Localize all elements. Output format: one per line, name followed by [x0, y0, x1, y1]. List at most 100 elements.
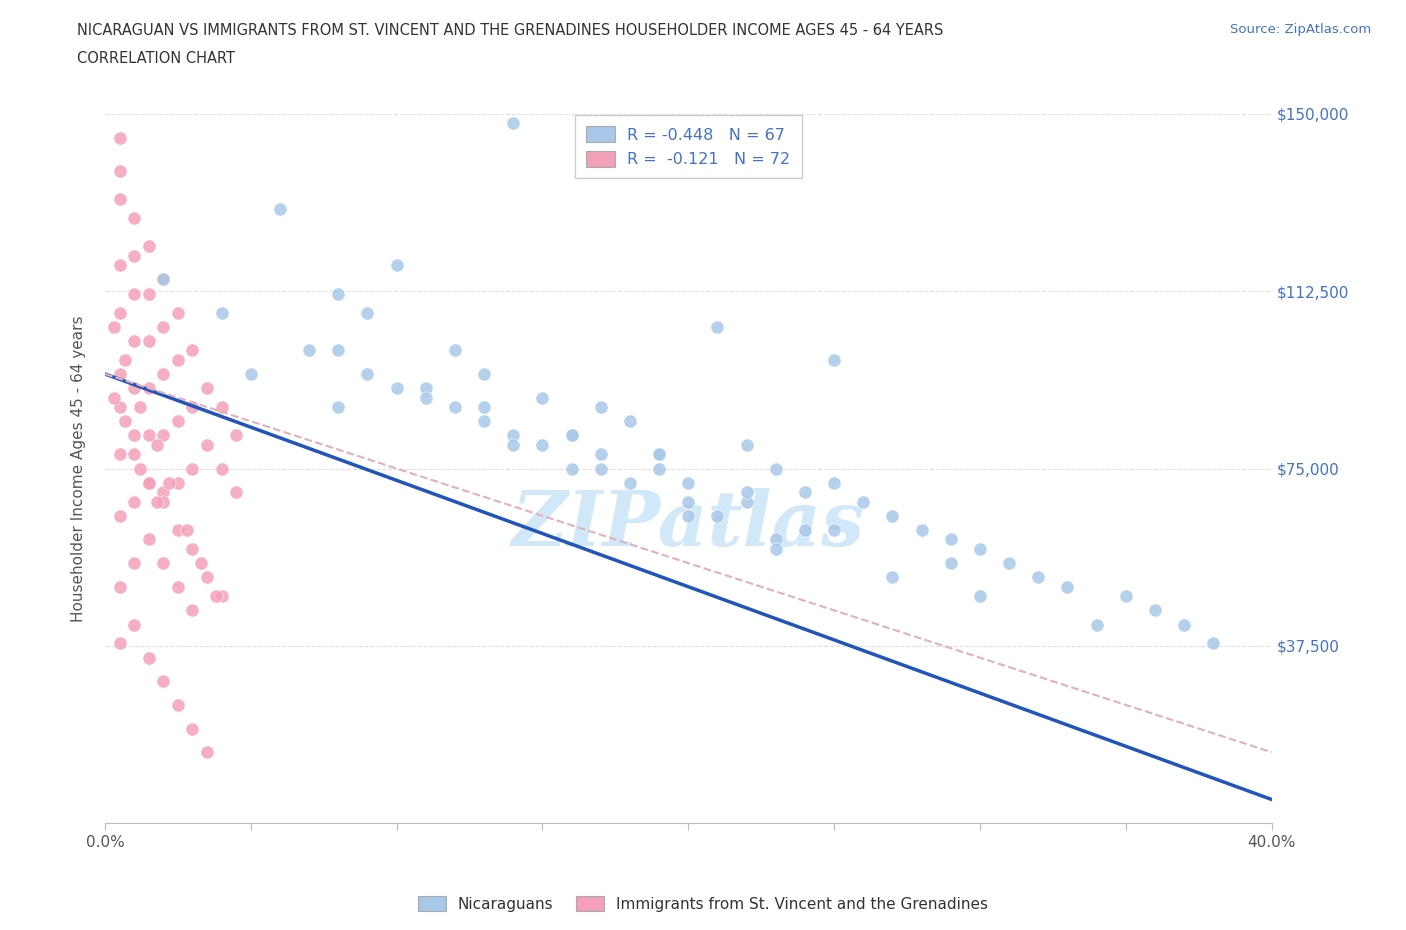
Point [152, 494, 174, 509]
Point [190, 555, 212, 570]
Point [328, 286, 350, 301]
Point [108, 636, 131, 651]
Point [589, 400, 612, 415]
Point [444, 400, 467, 415]
Point [794, 523, 817, 538]
Point [152, 366, 174, 381]
Point [882, 509, 904, 524]
Point [129, 400, 152, 415]
Point [385, 258, 408, 272]
Point [678, 509, 700, 524]
Point [561, 428, 583, 443]
Text: Source: ZipAtlas.com: Source: ZipAtlas.com [1230, 23, 1371, 36]
Point [167, 698, 190, 712]
Point [735, 437, 758, 452]
Point [138, 334, 160, 349]
Point [561, 428, 583, 443]
Point [138, 475, 160, 490]
Point [108, 447, 131, 462]
Point [108, 164, 131, 179]
Point [167, 414, 190, 429]
Point [181, 541, 204, 556]
Point [108, 366, 131, 381]
Point [195, 570, 218, 585]
Point [157, 475, 180, 490]
Point [852, 494, 875, 509]
Y-axis label: Householder Income Ages 45 - 64 years: Householder Income Ages 45 - 64 years [72, 315, 86, 622]
Point [823, 523, 845, 538]
Point [531, 391, 554, 405]
Point [146, 437, 169, 452]
Point [706, 319, 728, 334]
Point [122, 447, 145, 462]
Point [939, 555, 962, 570]
Point [211, 589, 233, 604]
Point [356, 366, 378, 381]
Point [472, 366, 495, 381]
Point [122, 618, 145, 632]
Point [472, 400, 495, 415]
Point [328, 343, 350, 358]
Point [138, 650, 160, 665]
Point [152, 555, 174, 570]
Point [939, 532, 962, 547]
Point [103, 391, 125, 405]
Point [998, 555, 1021, 570]
Point [561, 461, 583, 476]
Point [1026, 570, 1049, 585]
Point [648, 461, 671, 476]
Point [328, 400, 350, 415]
Point [648, 447, 671, 462]
Point [1143, 603, 1166, 618]
Point [114, 352, 136, 367]
Point [108, 400, 131, 415]
Point [152, 319, 174, 334]
Point [195, 437, 218, 452]
Point [122, 380, 145, 395]
Point [239, 366, 262, 381]
Point [356, 305, 378, 320]
Point [122, 286, 145, 301]
Point [195, 745, 218, 760]
Point [122, 334, 145, 349]
Point [108, 305, 131, 320]
Point [1202, 636, 1225, 651]
Point [108, 509, 131, 524]
Point [176, 523, 198, 538]
Point [619, 475, 641, 490]
Point [167, 305, 190, 320]
Point [589, 461, 612, 476]
Point [385, 380, 408, 395]
Point [415, 391, 437, 405]
Legend: R = -0.448   N = 67, R =  -0.121   N = 72: R = -0.448 N = 67, R = -0.121 N = 72 [575, 115, 801, 179]
Legend: Nicaraguans, Immigrants from St. Vincent and the Grenadines: Nicaraguans, Immigrants from St. Vincent… [412, 889, 994, 918]
Point [138, 380, 160, 395]
Point [146, 494, 169, 509]
Point [152, 272, 174, 286]
Point [152, 485, 174, 499]
Point [122, 428, 145, 443]
Point [204, 589, 226, 604]
Point [619, 414, 641, 429]
Point [910, 523, 932, 538]
Text: NICARAGUAN VS IMMIGRANTS FROM ST. VINCENT AND THE GRENADINES HOUSEHOLDER INCOME : NICARAGUAN VS IMMIGRANTS FROM ST. VINCEN… [77, 23, 943, 38]
Point [138, 532, 160, 547]
Point [181, 343, 204, 358]
Point [648, 447, 671, 462]
Point [823, 475, 845, 490]
Point [122, 248, 145, 263]
Point [152, 674, 174, 689]
Text: ZIPatlas: ZIPatlas [512, 488, 865, 563]
Point [765, 532, 787, 547]
Point [794, 485, 817, 499]
Point [122, 555, 145, 570]
Point [181, 603, 204, 618]
Point [181, 721, 204, 736]
Point [269, 201, 291, 216]
Point [502, 428, 524, 443]
Point [1085, 618, 1108, 632]
Point [129, 461, 152, 476]
Point [103, 319, 125, 334]
Point [167, 579, 190, 594]
Point [882, 570, 904, 585]
